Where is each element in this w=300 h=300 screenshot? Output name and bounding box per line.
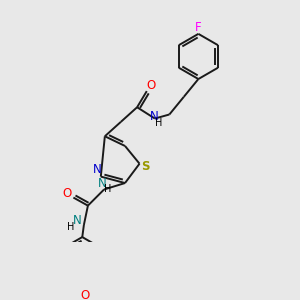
Text: N: N [150, 110, 158, 123]
Text: H: H [67, 222, 75, 232]
Text: H: H [155, 118, 163, 128]
Text: S: S [141, 160, 149, 172]
Text: H: H [104, 184, 112, 194]
Text: N: N [93, 163, 102, 176]
Text: O: O [80, 290, 89, 300]
Text: O: O [146, 79, 155, 92]
Text: N: N [98, 177, 107, 190]
Text: N: N [73, 214, 82, 227]
Text: F: F [195, 21, 202, 34]
Text: O: O [62, 187, 72, 200]
